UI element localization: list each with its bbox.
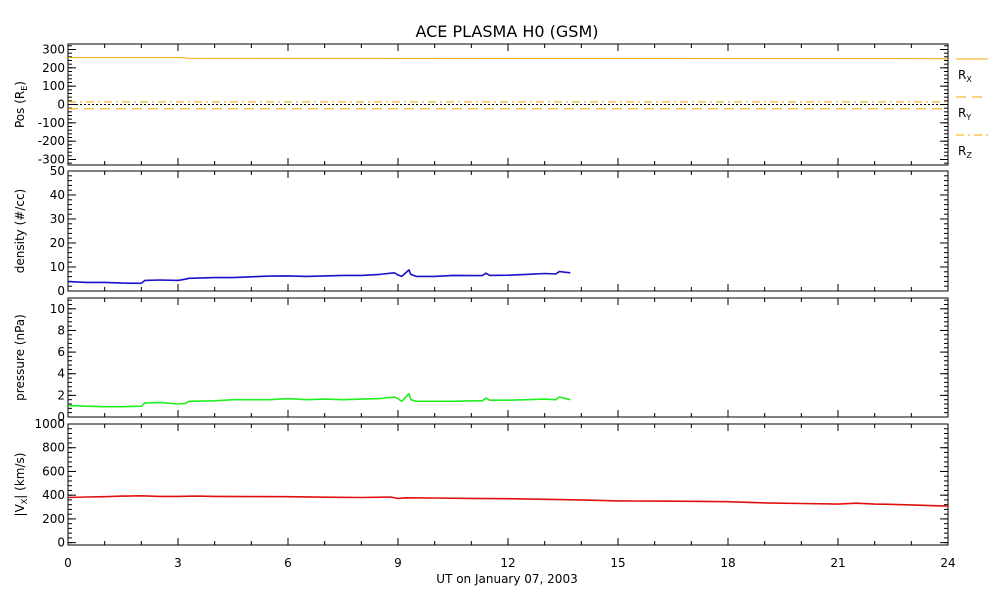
x-tick-label: 15 <box>610 556 625 570</box>
y-axis-label: Pos (RE) <box>13 81 29 128</box>
y-tick-label: 50 <box>50 164 65 178</box>
y-tick-label: 20 <box>50 236 65 250</box>
panel-4: 0 200 400 600 800 1000 |VX| (km/s) 0 3 6 9 12 15 18 21… <box>13 417 956 570</box>
chart-title: ACE PLASMA H0 (GSM) <box>415 22 598 41</box>
x-tick-label: 6 <box>284 556 292 570</box>
y-tick-label: 40 <box>50 188 65 202</box>
x-tick-label: 9 <box>394 556 402 570</box>
y-tick-label: 600 <box>42 464 65 478</box>
series-line-4-1 <box>67 494 949 507</box>
y-tick-label: 0 <box>57 284 65 298</box>
y-tick-label: 300 <box>42 43 65 57</box>
x-tick-label: 18 <box>720 556 735 570</box>
chart-legend: RX RY RZ <box>956 58 988 160</box>
y-tick-label: 200 <box>42 512 65 526</box>
y-tick-label: 400 <box>42 488 65 502</box>
panel-2: 0 10 20 30 40 50 density (#/cc) <box>13 164 949 298</box>
x-tick-label: 24 <box>940 556 955 570</box>
y-tick-label: -100 <box>38 116 65 130</box>
series-line-1-1 <box>68 57 949 60</box>
y-axis-label: |VX| (km/s) <box>13 453 29 517</box>
legend-label-y: RY <box>958 106 971 122</box>
y-tick-label: 1000 <box>34 417 65 431</box>
y-tick-label: 800 <box>42 441 65 455</box>
y-tick-label: 10 <box>50 302 65 316</box>
y-tick-label: 30 <box>50 212 65 226</box>
y-tick-label: 2 <box>57 388 65 402</box>
y-tick-label: 6 <box>57 345 65 359</box>
y-tick-label: 0 <box>57 536 65 550</box>
x-axis-label: UT on January 07, 2003 <box>436 572 577 586</box>
y-tick-label: 0 <box>57 98 65 112</box>
x-tick-label: 12 <box>500 556 515 570</box>
y-tick-label: 0 <box>57 410 65 424</box>
series-line-2-1 <box>67 269 571 285</box>
y-tick-label: 200 <box>42 61 65 75</box>
y-axis-label: pressure (nPa) <box>13 314 27 401</box>
panel-frame <box>67 297 949 418</box>
x-tick-label: 0 <box>64 556 72 570</box>
y-tick-label: -300 <box>38 153 65 167</box>
panel-1: -300 -200 -100 0 100 200 300 Pos (RE) <box>13 43 949 167</box>
y-tick-label: -200 <box>38 134 65 148</box>
series-line-3-1 <box>67 392 571 408</box>
legend-label-z: RZ <box>958 144 972 160</box>
legend-label-x: RX <box>958 68 972 84</box>
panel-frame <box>67 423 949 546</box>
y-tick-label: 8 <box>57 323 65 337</box>
x-tick-label: 3 <box>174 556 182 570</box>
y-axis-label: density (#/cc) <box>13 189 27 273</box>
y-tick-label: 10 <box>50 260 65 274</box>
y-tick-label: 4 <box>57 367 65 381</box>
panel-frame <box>67 170 949 292</box>
panel-3: 0 2 4 6 8 10 pressure (nPa) <box>13 297 949 424</box>
x-tick-label: 21 <box>830 556 845 570</box>
y-tick-label: 100 <box>42 79 65 93</box>
